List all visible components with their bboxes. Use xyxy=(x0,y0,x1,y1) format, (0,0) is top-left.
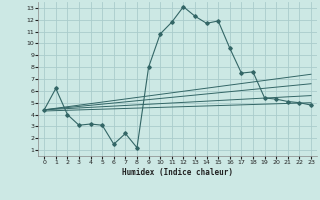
X-axis label: Humidex (Indice chaleur): Humidex (Indice chaleur) xyxy=(122,168,233,177)
